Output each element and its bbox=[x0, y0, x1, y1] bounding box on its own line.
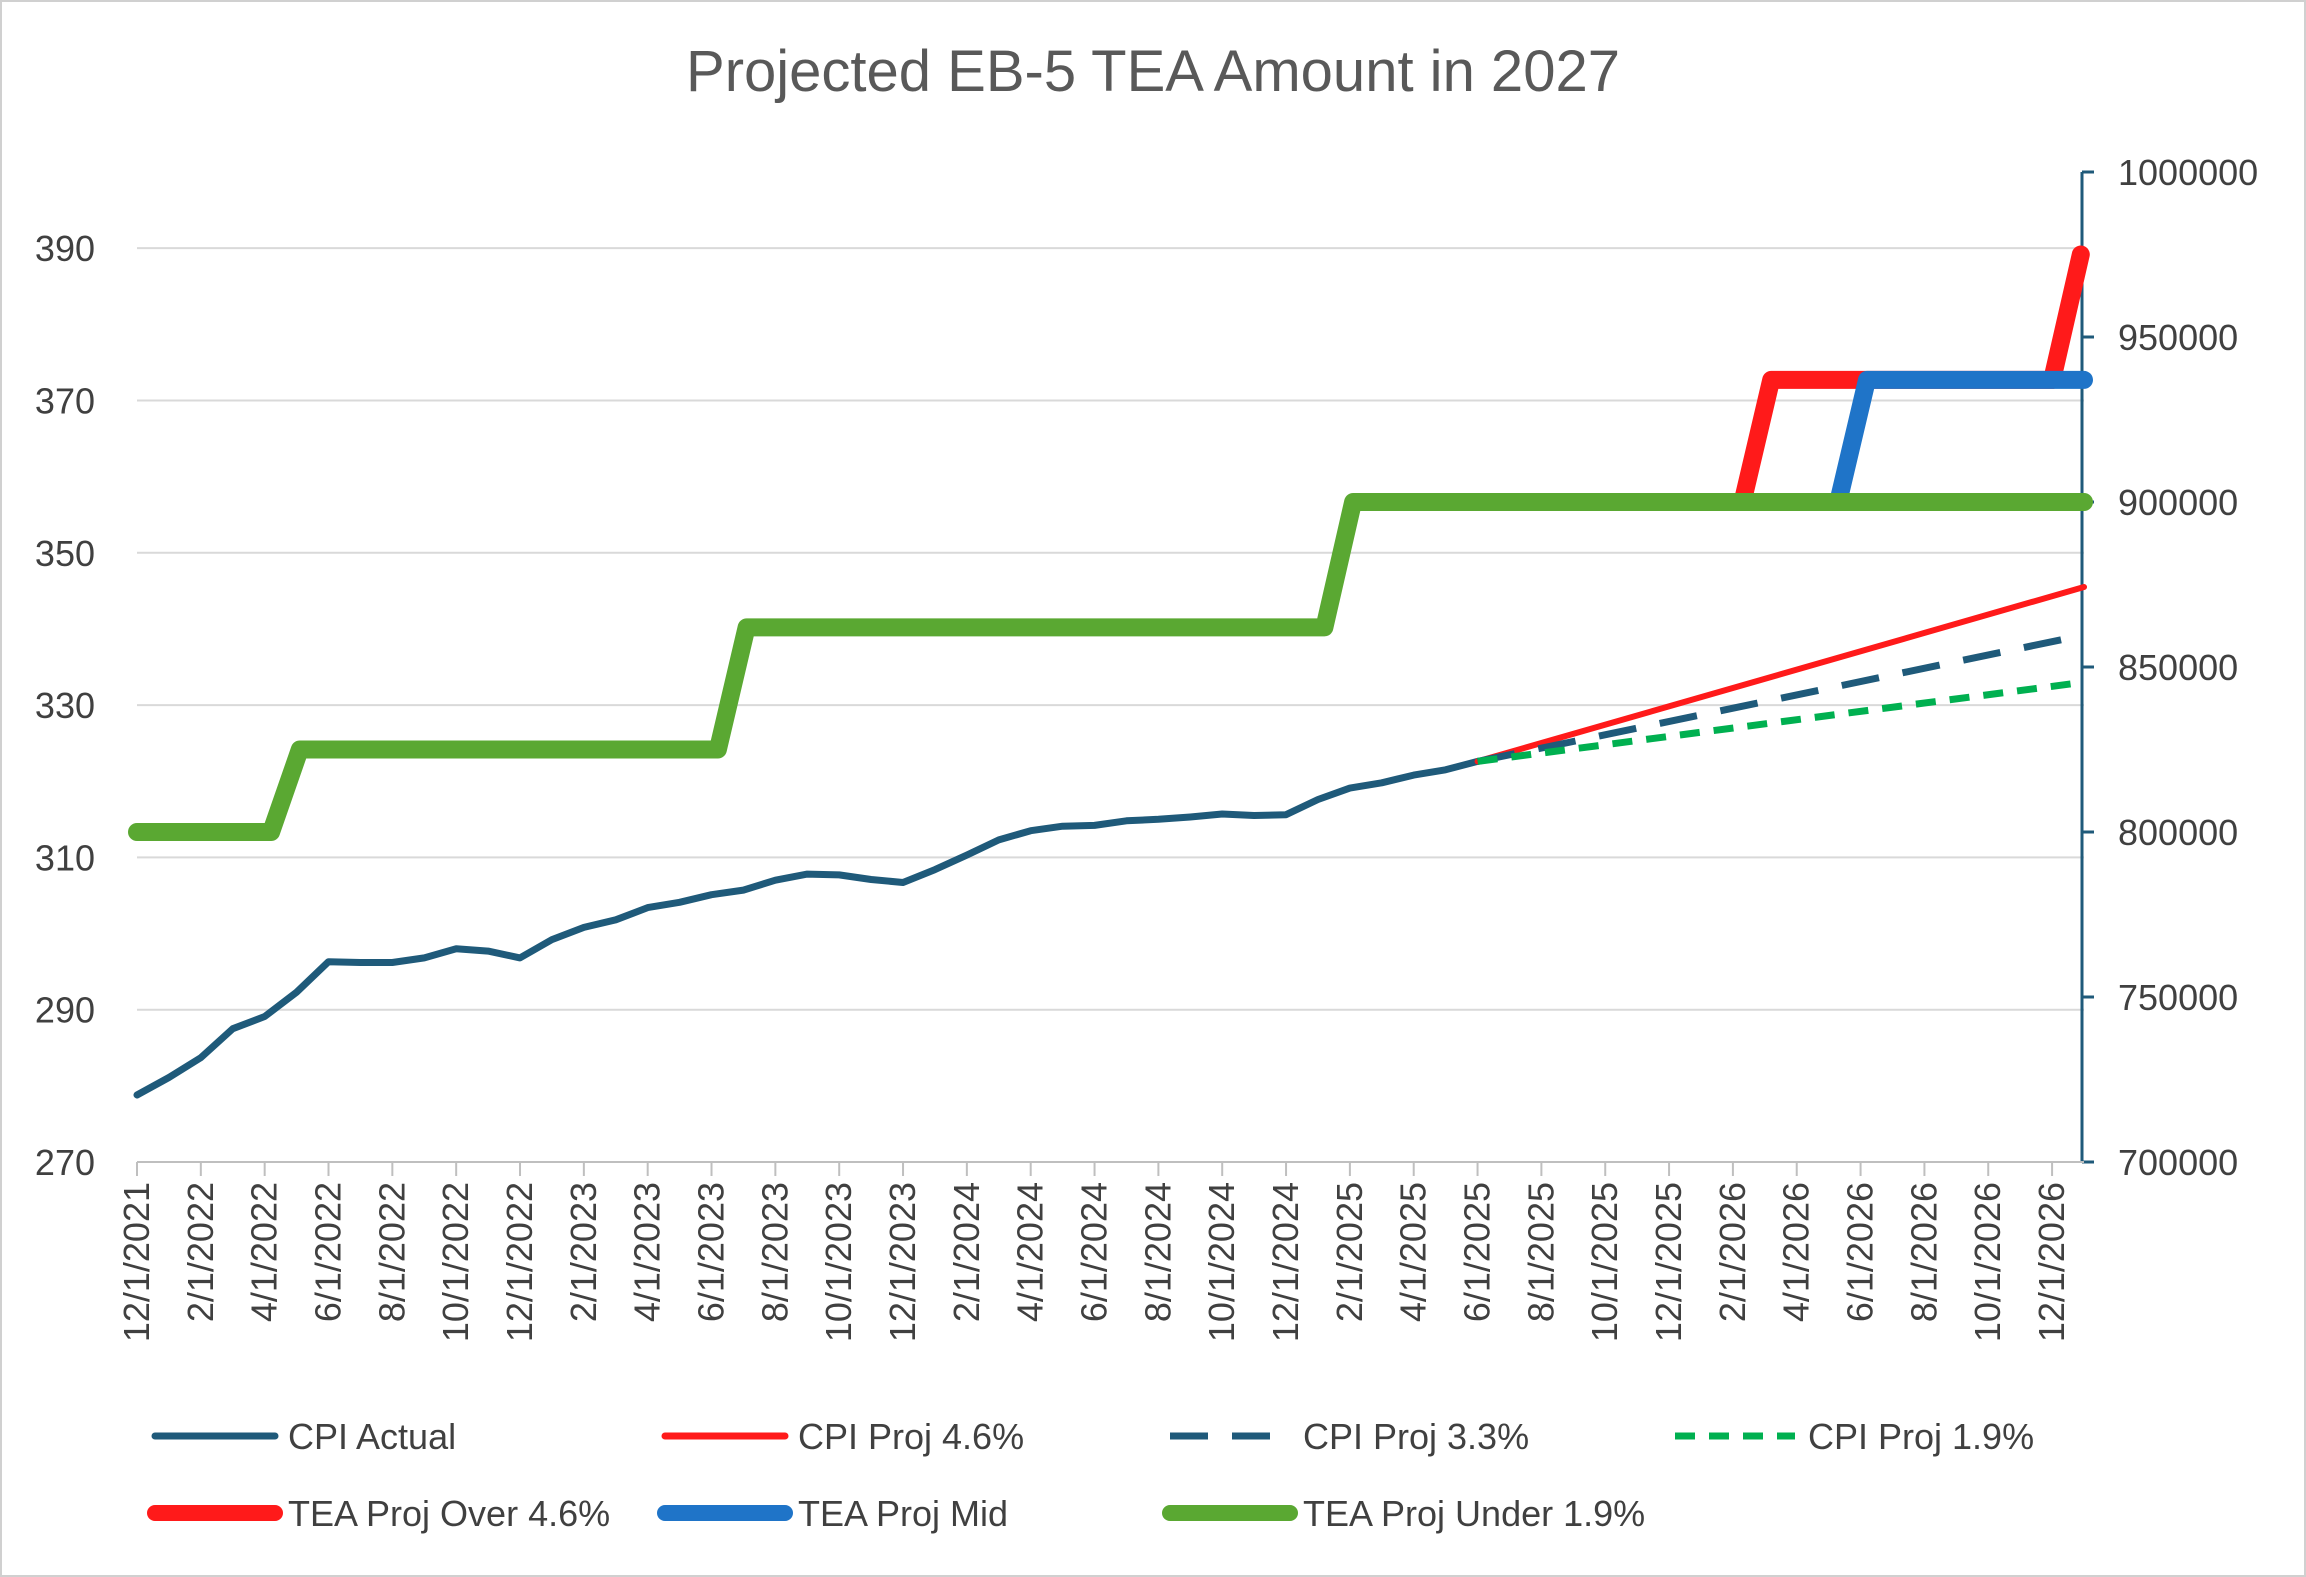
x-tick-label: 12/1/2023 bbox=[882, 1182, 923, 1342]
y-left-tick-label: 370 bbox=[35, 380, 95, 421]
series-lines bbox=[128, 245, 2093, 1099]
series-line-cpi-actual bbox=[133, 757, 1482, 1099]
legend-label: CPI Proj 4.6% bbox=[798, 1416, 1024, 1457]
legend-label: TEA Proj Over 4.6% bbox=[288, 1493, 610, 1534]
y-left-tick-label: 290 bbox=[35, 990, 95, 1031]
y-left-tick-label: 270 bbox=[35, 1142, 95, 1183]
legend-label: TEA Proj Under 1.9% bbox=[1303, 1493, 1645, 1534]
gridlines bbox=[137, 247, 2084, 1011]
y-right-tick-label: 850000 bbox=[2118, 647, 2238, 688]
x-tick-label: 12/1/2024 bbox=[1265, 1182, 1306, 1342]
series-line-tea-proj-mid bbox=[1829, 370, 2093, 511]
y-right-tick-label: 750000 bbox=[2118, 977, 2238, 1018]
y-left-tick-label: 390 bbox=[35, 228, 95, 269]
legend-label: TEA Proj Mid bbox=[798, 1493, 1008, 1534]
x-tick-label: 2/1/2023 bbox=[563, 1182, 604, 1322]
x-tick-label: 12/1/2025 bbox=[1648, 1182, 1689, 1342]
x-tick-label: 10/1/2026 bbox=[1967, 1182, 2008, 1342]
x-tick-label: 2/1/2022 bbox=[180, 1182, 221, 1322]
x-tick-label: 8/1/2024 bbox=[1137, 1182, 1178, 1322]
x-tick-label: 2/1/2024 bbox=[946, 1182, 987, 1322]
y-right-tick-label: 900000 bbox=[2118, 482, 2238, 523]
x-tick-label: 6/1/2023 bbox=[691, 1182, 732, 1322]
legend-label: CPI Proj 1.9% bbox=[1808, 1416, 2034, 1457]
x-tick-label: 2/1/2025 bbox=[1329, 1182, 1370, 1322]
y-left-tick-label: 330 bbox=[35, 685, 95, 726]
x-tick-label: 6/1/2022 bbox=[308, 1182, 349, 1322]
x-tick-label: 8/1/2023 bbox=[754, 1182, 795, 1322]
x-tick-label: 6/1/2024 bbox=[1074, 1182, 1115, 1322]
x-tick-label: 6/1/2026 bbox=[1840, 1182, 1881, 1322]
x-tick-label: 8/1/2026 bbox=[1903, 1182, 1944, 1322]
x-tick-label: 2/1/2026 bbox=[1712, 1182, 1753, 1322]
x-tick-label: 12/1/2022 bbox=[499, 1182, 540, 1342]
x-tick-label: 10/1/2023 bbox=[818, 1182, 859, 1342]
y-right-tick-label: 800000 bbox=[2118, 812, 2238, 853]
x-tick-label: 10/1/2025 bbox=[1584, 1182, 1625, 1342]
x-tick-label: 4/1/2022 bbox=[244, 1182, 285, 1322]
legend-label: CPI Actual bbox=[288, 1416, 456, 1457]
x-tick-label: 10/1/2024 bbox=[1201, 1182, 1242, 1342]
series-line-tea-proj-under-1-9 bbox=[128, 493, 2093, 841]
x-tick-label: 10/1/2022 bbox=[435, 1182, 476, 1342]
x-tick-label: 4/1/2025 bbox=[1393, 1182, 1434, 1322]
x-tick-label: 6/1/2025 bbox=[1457, 1182, 1498, 1322]
y-right-tick-label: 700000 bbox=[2118, 1142, 2238, 1183]
legend-label: CPI Proj 3.3% bbox=[1303, 1416, 1529, 1457]
y-left-tick-label: 350 bbox=[35, 533, 95, 574]
y-right-tick-label: 950000 bbox=[2118, 317, 2238, 358]
x-tick-label: 4/1/2024 bbox=[1010, 1182, 1051, 1322]
x-tick-label: 12/1/2026 bbox=[2031, 1182, 2072, 1342]
chart-title: Projected EB-5 TEA Amount in 2027 bbox=[686, 39, 1620, 104]
legend: CPI Actual CPI Proj 4.6% CPI Proj 3.3% CPI … bbox=[147, 1416, 2034, 1534]
x-tick-label: 12/1/2021 bbox=[116, 1182, 157, 1342]
series-line-cpi-proj-4-6 bbox=[1474, 584, 2087, 765]
x-tick-label: 4/1/2026 bbox=[1776, 1182, 1817, 1322]
y-right-tick-label: 1000000 bbox=[2118, 152, 2258, 193]
series-line-cpi-proj-1-9 bbox=[1477, 678, 2085, 765]
x-tick-label: 4/1/2023 bbox=[627, 1182, 668, 1322]
x-tick-label: 8/1/2022 bbox=[371, 1182, 412, 1322]
y-left-tick-label: 310 bbox=[35, 837, 95, 878]
x-tick-label: 8/1/2025 bbox=[1520, 1182, 1561, 1322]
series-line-cpi-proj-3-3 bbox=[1476, 631, 2085, 765]
axes: 270 290 310 330 350 370 390 700000 750000 800000 8… bbox=[35, 152, 2258, 1342]
